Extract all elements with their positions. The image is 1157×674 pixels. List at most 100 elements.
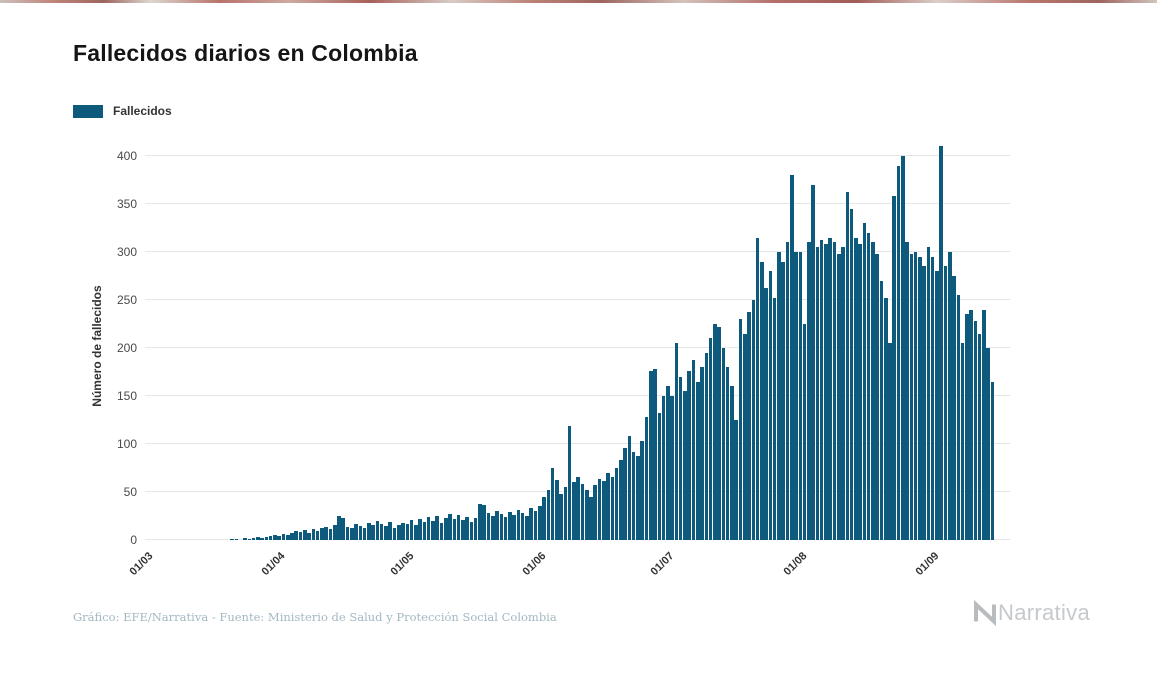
bar[interactable] xyxy=(443,517,448,540)
bar[interactable] xyxy=(892,196,897,540)
bar[interactable] xyxy=(234,539,239,540)
bar[interactable] xyxy=(631,451,636,540)
bar[interactable] xyxy=(563,487,568,540)
bar[interactable] xyxy=(734,420,738,540)
bar[interactable] xyxy=(653,369,657,540)
bar[interactable] xyxy=(350,528,354,540)
bar[interactable] xyxy=(794,252,798,540)
bar[interactable] xyxy=(567,425,572,540)
bar[interactable] xyxy=(781,261,785,540)
bar[interactable] xyxy=(965,314,969,540)
bar[interactable] xyxy=(298,532,303,540)
bar[interactable] xyxy=(691,359,696,540)
bar[interactable] xyxy=(742,333,747,540)
bar[interactable] xyxy=(542,496,546,540)
bar[interactable] xyxy=(913,252,918,540)
bar[interactable] xyxy=(871,242,875,540)
bar[interactable] xyxy=(644,417,649,540)
bar[interactable] xyxy=(311,529,316,540)
bar[interactable] xyxy=(281,534,286,540)
bar[interactable] xyxy=(392,527,397,540)
bar[interactable] xyxy=(516,510,521,540)
bar[interactable] xyxy=(315,531,320,540)
bar[interactable] xyxy=(858,244,862,540)
bar[interactable] xyxy=(614,468,619,540)
bar[interactable] xyxy=(435,516,439,540)
bar[interactable] xyxy=(661,396,666,540)
bar[interactable] xyxy=(708,338,713,540)
bar[interactable] xyxy=(901,156,905,540)
bar[interactable] xyxy=(550,468,555,540)
bar[interactable] xyxy=(264,537,269,540)
bar[interactable] xyxy=(593,485,598,540)
bar[interactable] xyxy=(461,519,465,540)
bar[interactable] xyxy=(520,513,525,540)
legend[interactable]: Fallecidos xyxy=(73,104,172,118)
bar[interactable] xyxy=(666,386,670,540)
bar[interactable] xyxy=(422,521,427,540)
bar[interactable] xyxy=(465,516,469,540)
bar[interactable] xyxy=(320,528,324,540)
bar[interactable] xyxy=(772,298,777,540)
bar[interactable] xyxy=(862,223,867,540)
bar[interactable] xyxy=(606,472,610,540)
bar[interactable] xyxy=(849,208,854,540)
bar[interactable] xyxy=(948,252,952,540)
bar[interactable] xyxy=(751,300,756,540)
bar[interactable] xyxy=(717,326,721,540)
bar[interactable] xyxy=(418,518,422,540)
bar[interactable] xyxy=(580,484,585,540)
bar[interactable] xyxy=(674,343,679,540)
bar[interactable] xyxy=(610,476,615,540)
bar[interactable] xyxy=(854,237,858,540)
bar[interactable] xyxy=(584,490,589,540)
bar[interactable] xyxy=(414,524,418,540)
bar[interactable] xyxy=(572,482,576,540)
bar[interactable] xyxy=(687,371,692,540)
bar[interactable] xyxy=(640,441,645,540)
bar[interactable] xyxy=(922,266,926,540)
bar[interactable] xyxy=(448,514,452,540)
bar[interactable] xyxy=(777,252,781,540)
bar[interactable] xyxy=(508,512,512,540)
bar[interactable] xyxy=(341,517,346,540)
bar[interactable] xyxy=(969,309,973,540)
bar[interactable] xyxy=(918,256,922,540)
bar[interactable] xyxy=(256,537,260,540)
bar[interactable] xyxy=(354,523,358,540)
bar[interactable] xyxy=(456,515,461,540)
bar[interactable] xyxy=(589,496,593,540)
bar[interactable] xyxy=(896,165,901,540)
bar[interactable] xyxy=(546,490,551,540)
bar[interactable] xyxy=(499,514,504,540)
bar[interactable] xyxy=(367,522,371,540)
bar[interactable] xyxy=(824,244,828,540)
bar[interactable] xyxy=(836,253,841,540)
bar[interactable] xyxy=(384,525,388,540)
bar[interactable] xyxy=(815,247,820,540)
bar[interactable] xyxy=(294,531,299,540)
bar[interactable] xyxy=(977,333,982,540)
bar[interactable] xyxy=(251,538,256,540)
bar[interactable] xyxy=(273,535,277,540)
bar[interactable] xyxy=(764,288,768,540)
bar[interactable] xyxy=(473,517,478,540)
bar[interactable] xyxy=(755,237,760,540)
bar[interactable] xyxy=(819,240,824,540)
bar[interactable] xyxy=(828,237,832,540)
bar[interactable] xyxy=(973,321,978,540)
bar[interactable] xyxy=(832,242,837,540)
bar[interactable] xyxy=(337,516,341,540)
bar[interactable] xyxy=(512,515,516,540)
bar[interactable] xyxy=(935,271,939,540)
bar[interactable] xyxy=(243,538,247,540)
bar[interactable] xyxy=(888,343,892,540)
bar[interactable] xyxy=(713,324,717,540)
bar[interactable] xyxy=(260,538,264,540)
bar[interactable] xyxy=(930,256,935,540)
bar[interactable] xyxy=(401,522,405,540)
bar[interactable] xyxy=(982,309,986,540)
bar[interactable] xyxy=(619,460,623,540)
bar[interactable] xyxy=(533,511,538,540)
bar[interactable] xyxy=(379,523,384,540)
